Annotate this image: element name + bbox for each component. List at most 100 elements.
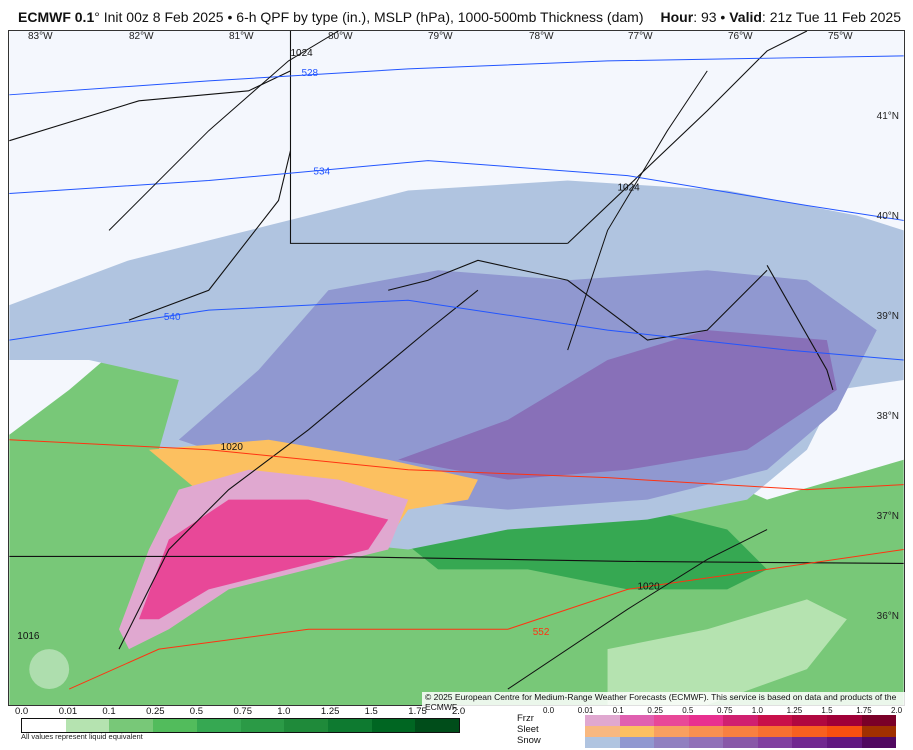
rain-legend-bar — [21, 718, 460, 733]
type-bar-sleet — [585, 726, 897, 737]
type-swatch — [826, 726, 862, 737]
type-tick: 1.5 — [821, 706, 833, 715]
rain-tick: 1.0 — [277, 706, 291, 717]
type-swatch — [861, 715, 897, 726]
lat-label: 36°N — [876, 611, 899, 622]
rain-swatch — [109, 719, 154, 732]
state-borders — [9, 31, 904, 650]
type-tick: 1.75 — [856, 706, 872, 715]
rain-swatch — [22, 719, 66, 732]
type-swatch — [688, 726, 724, 737]
rain-tick: 0.25 — [146, 706, 165, 717]
type-swatch — [619, 726, 655, 737]
init-text: Init 00z 8 Feb 2025 • 6-h QPF by type (i… — [103, 9, 644, 25]
valid-label: Valid — [729, 9, 762, 25]
label-1016: 1016 — [17, 631, 40, 642]
type-swatch — [723, 715, 758, 726]
rain-swatch — [196, 719, 241, 732]
label-540: 540 — [164, 312, 181, 323]
type-swatch — [757, 737, 793, 748]
rain-swatch — [153, 719, 197, 732]
label-1020b: 1020 — [221, 442, 244, 453]
type-swatch — [585, 715, 620, 726]
type-swatch — [757, 715, 793, 726]
mslp-1024 — [108, 31, 339, 231]
type-tick: 0.5 — [682, 706, 694, 715]
type-swatch — [619, 715, 655, 726]
rain-tick: 0.0 — [15, 706, 29, 717]
label-1024b: 1024 — [618, 183, 641, 194]
map-title: ECMWF 0.1° Init 00z 8 Feb 2025 • 6-h QPF… — [18, 9, 643, 25]
type-tick: 0.01 — [577, 706, 594, 715]
rain-swatch — [415, 719, 460, 732]
thickness-528 — [9, 55, 904, 96]
type-tick: 2.0 — [891, 706, 903, 715]
type-tick: 1.25 — [786, 706, 803, 715]
label-1020: 1020 — [637, 581, 660, 592]
type-tick: 0.1 — [612, 706, 624, 715]
rain-tick: 1.25 — [320, 706, 340, 717]
lon-label: 75°W — [828, 31, 853, 42]
type-swatch — [861, 737, 897, 748]
rain-tick: 0.5 — [189, 706, 204, 717]
rain-tick: 1.5 — [364, 706, 378, 717]
type-swatch — [861, 726, 897, 737]
rain-tick: 0.1 — [102, 706, 116, 717]
thickness-540 — [9, 299, 904, 361]
label-552: 552 — [533, 627, 550, 638]
model-name: ECMWF 0.1 — [18, 9, 95, 25]
label-1024: 1024 — [290, 48, 313, 59]
lat-label: 41°N — [876, 111, 899, 122]
lat-label: 40°N — [876, 211, 899, 222]
type-swatch — [654, 726, 689, 737]
type-swatch — [688, 737, 724, 748]
rain-swatch — [284, 719, 328, 732]
rain-tick: 0.75 — [233, 706, 253, 717]
rain-swatch — [327, 719, 372, 732]
lon-label: 82°W — [129, 31, 154, 42]
valid-value: : 21z Tue 11 Feb 2025 — [761, 9, 901, 25]
type-swatch — [585, 726, 620, 737]
type-bar-snow — [585, 737, 897, 748]
weather-map: 528 534 540 552 1024 1024 1020 1020 1016 — [8, 30, 905, 706]
frzr-heavy — [138, 499, 389, 620]
type-tick: 1.0 — [751, 706, 763, 715]
type-tick: 0.75 — [717, 706, 733, 715]
type-tick: 0.0 — [543, 706, 555, 715]
thickness-552 — [9, 439, 904, 491]
thickness-534 — [9, 160, 904, 221]
rain-swatch — [371, 719, 416, 732]
rain-tick: 0.01 — [58, 706, 78, 717]
type-swatch — [654, 737, 689, 748]
lon-label: 80°W — [328, 31, 353, 42]
type-swatch — [757, 726, 793, 737]
lon-label: 79°W — [428, 31, 453, 42]
label-528: 528 — [301, 68, 318, 79]
lon-label: 81°W — [229, 31, 254, 42]
snow-heavy — [398, 330, 837, 480]
lon-label: 83°W — [28, 31, 53, 42]
type-swatch — [619, 737, 655, 748]
type-swatch — [826, 715, 862, 726]
valid-info: Hour: 93 • Valid: 21z Tue 11 Feb 2025 — [661, 9, 901, 25]
type-tick: 0.25 — [647, 706, 663, 715]
type-swatch — [826, 737, 862, 748]
type-swatch — [723, 726, 758, 737]
deg: ° — [94, 9, 100, 25]
lon-label: 77°W — [628, 31, 653, 42]
type-swatch — [792, 715, 827, 726]
copyright: © 2025 European Centre for Medium-Range … — [422, 692, 913, 712]
lat-label: 37°N — [876, 511, 899, 522]
type-label-frzr: Frzr — [517, 713, 534, 724]
type-bar-frzr — [585, 715, 897, 726]
type-swatch — [792, 726, 827, 737]
lon-label: 76°W — [728, 31, 753, 42]
type-swatch — [688, 715, 724, 726]
type-label-sleet: Sleet — [517, 724, 539, 735]
lat-label: 38°N — [876, 411, 899, 422]
lon-label: 78°W — [529, 31, 554, 42]
type-swatch — [723, 737, 758, 748]
rain-swatch — [65, 719, 110, 732]
type-swatch — [585, 737, 620, 748]
type-label-snow: Snow — [517, 735, 541, 746]
